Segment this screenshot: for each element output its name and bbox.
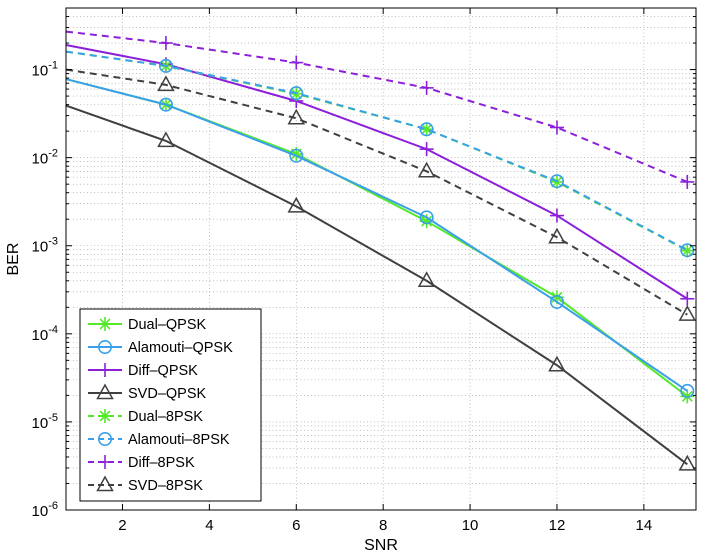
data-point-marker <box>417 161 436 178</box>
legend-label: Alamouti–QPSK <box>128 340 233 356</box>
y-tick-label: 10-6 <box>32 500 58 520</box>
y-axis-label: BER <box>5 243 22 276</box>
legend-box <box>79 308 262 502</box>
legend: Dual–QPSK Alamouti–QPSK Diff–QPSK SVD–QPSK D… <box>79 308 262 502</box>
data-point-marker <box>417 271 436 288</box>
legend-marker <box>96 475 114 492</box>
data-point-marker <box>289 55 304 70</box>
data-point-marker <box>419 122 434 137</box>
x-tick-label: 10 <box>462 517 479 534</box>
data-point-marker <box>548 355 566 372</box>
data-point-marker <box>680 291 695 306</box>
data-point-marker <box>680 243 695 258</box>
legend-entry: Diff–8PSK <box>88 455 195 471</box>
legend-label: Dual–8PSK <box>128 409 203 425</box>
series-diff-8psk <box>65 30 695 189</box>
legend-entry: SVD–8PSK <box>88 475 203 494</box>
data-point-marker <box>549 120 564 135</box>
marker-stroke <box>99 318 111 330</box>
data-point-marker <box>287 196 306 213</box>
series-line <box>65 78 688 392</box>
marker-stroke <box>421 123 433 135</box>
legend-label: Dual–QPSK <box>128 317 207 333</box>
x-tick-label: 2 <box>118 517 126 534</box>
legend-marker <box>98 455 112 469</box>
legend-marker <box>98 409 112 423</box>
data-point-marker <box>419 80 434 95</box>
x-tick-label: 14 <box>636 517 653 534</box>
data-point-marker <box>158 97 173 112</box>
data-point-marker <box>419 142 434 157</box>
y-tick-label: 10-3 <box>32 236 58 256</box>
y-tick-label: 10-4 <box>32 324 58 344</box>
series-line <box>65 104 688 466</box>
x-axis-label: SNR <box>364 537 398 554</box>
data-point-marker <box>548 227 566 244</box>
x-tick-label: 6 <box>292 517 300 534</box>
data-point-marker <box>549 294 564 309</box>
data-point-marker <box>158 36 173 51</box>
legend-entry: Diff–QPSK <box>88 363 198 379</box>
data-point-marker <box>157 131 175 148</box>
data-point-marker <box>549 174 564 189</box>
series-line <box>65 44 688 300</box>
legend-label: Alamouti–8PSK <box>128 432 230 448</box>
data-point-marker <box>419 210 434 225</box>
legend-marker <box>98 363 112 377</box>
x-tick-label: 4 <box>205 517 213 534</box>
legend-marker <box>98 317 112 331</box>
data-point-marker <box>680 174 695 189</box>
legend-entry: Alamouti–8PSK <box>88 431 230 448</box>
marker-stroke <box>681 245 693 257</box>
data-point-marker <box>289 148 304 163</box>
marker-stroke <box>99 410 111 422</box>
legend-marker <box>98 339 113 354</box>
data-point-marker <box>678 454 697 471</box>
x-tick-label: 8 <box>379 517 387 534</box>
series-layer <box>65 30 697 471</box>
series-line <box>65 68 688 316</box>
series-svd-qpsk <box>65 104 697 471</box>
legend-marker <box>98 431 113 446</box>
data-point-marker <box>680 383 695 398</box>
legend-label: SVD–QPSK <box>128 386 206 402</box>
legend-entry: Alamouti–QPSK <box>88 339 233 356</box>
series-line <box>65 50 688 252</box>
x-tick-label: 12 <box>549 517 566 534</box>
legend-entry: SVD–QPSK <box>88 383 206 402</box>
marker-stroke <box>421 215 433 227</box>
legend-label: Diff–QPSK <box>128 363 198 379</box>
legend-label: SVD–8PSK <box>128 478 203 494</box>
y-tick-label: 10-2 <box>32 148 58 168</box>
data-point-marker <box>157 75 175 92</box>
data-point-marker <box>419 122 434 137</box>
data-point-marker <box>158 58 173 73</box>
data-point-marker <box>287 108 306 125</box>
data-point-marker <box>549 208 564 223</box>
legend-label: Diff–8PSK <box>128 455 195 471</box>
series-alamouti-qpsk <box>65 78 695 398</box>
data-point-marker <box>289 86 304 101</box>
series-svd-8psk <box>65 68 697 321</box>
y-tick-label: 10-1 <box>32 60 58 80</box>
legend-marker <box>96 383 114 400</box>
data-point-marker <box>678 305 697 321</box>
legend-entry: Dual–QPSK <box>88 317 207 333</box>
y-tick-label: 10-5 <box>32 412 58 432</box>
legend-entry: Dual–8PSK <box>88 409 203 425</box>
